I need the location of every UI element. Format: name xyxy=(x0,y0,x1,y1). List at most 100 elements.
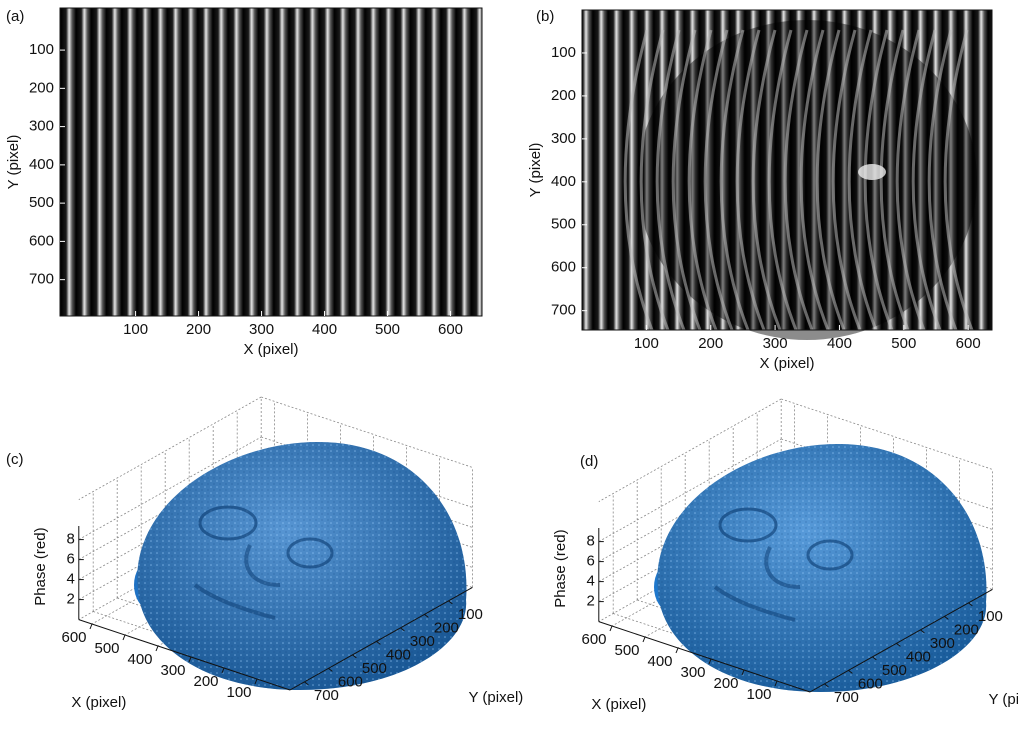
x-axis xyxy=(78,619,291,691)
x-tick-label: 200 xyxy=(193,673,218,690)
mouth xyxy=(193,583,276,620)
grid-line xyxy=(598,438,782,542)
x-tick-label: 400 xyxy=(127,651,152,668)
y-tick xyxy=(848,670,853,674)
z-tick-label: 2 xyxy=(66,591,74,608)
x-tick xyxy=(675,647,679,654)
z-tick-label: 8 xyxy=(66,531,74,548)
y-tick-label: 300 xyxy=(551,130,576,147)
x-tick-label: 300 xyxy=(160,662,185,679)
x-axis-label: X (pixel) xyxy=(71,694,126,711)
x-tick-label: 600 xyxy=(581,631,606,648)
eye-highlight xyxy=(858,164,886,180)
deformed-fringe xyxy=(927,29,958,331)
y-tick-label: 600 xyxy=(858,675,883,692)
y-tick xyxy=(424,614,429,618)
y-tick-label: 200 xyxy=(551,87,576,104)
x-tick xyxy=(642,636,646,643)
z-tick-label: 4 xyxy=(66,571,74,588)
y-tick-label: 700 xyxy=(834,689,859,706)
y-axis-label: Y (pixel) xyxy=(469,689,524,706)
axes-box xyxy=(59,7,483,317)
nose xyxy=(244,544,281,587)
x-tick-label: 200 xyxy=(713,675,738,692)
mouth xyxy=(713,585,796,622)
panel-label: (b) xyxy=(536,8,554,25)
y-tick-label: 400 xyxy=(906,648,931,665)
eye xyxy=(286,537,334,569)
y-tick xyxy=(896,643,901,647)
box-edge xyxy=(78,396,262,500)
x-tick-label: 400 xyxy=(647,653,672,670)
y-tick-label: 100 xyxy=(458,606,483,623)
x-tick xyxy=(122,634,126,641)
deformed-fringe xyxy=(623,29,654,331)
y-tick-label: 400 xyxy=(29,156,54,173)
fringe-image xyxy=(60,8,482,316)
y-tick-label: 500 xyxy=(882,662,907,679)
y-tick-label: 700 xyxy=(551,302,576,319)
eye xyxy=(198,505,258,541)
x-tick-label: 100 xyxy=(226,684,251,701)
y-tick-label: 300 xyxy=(930,635,955,652)
deformed-fringe xyxy=(863,29,894,331)
x-axis-label: X (pixel) xyxy=(591,696,646,713)
x-tick xyxy=(254,678,258,685)
y-tick-label: 100 xyxy=(29,41,54,58)
x-axis-label: X (pixel) xyxy=(243,341,298,358)
x-tick xyxy=(188,656,192,663)
x-tick-label: 500 xyxy=(614,642,639,659)
y-tick-label: 200 xyxy=(29,79,54,96)
eye xyxy=(718,507,778,543)
deformed-fringe xyxy=(751,29,782,331)
object-shadow xyxy=(637,20,977,340)
y-tick-label: 700 xyxy=(314,687,339,704)
deformed-fringe xyxy=(911,29,942,331)
x-tick-label: 300 xyxy=(249,321,274,338)
y-tick xyxy=(872,656,877,661)
x-tick-label: 400 xyxy=(827,335,852,352)
y-tick-label: 200 xyxy=(954,621,979,638)
y-tick xyxy=(328,668,333,672)
y-tick-label: 100 xyxy=(551,44,576,61)
deformed-fringe xyxy=(671,29,702,331)
y-axis-label: Y (pixel) xyxy=(989,691,1018,708)
x-tick-label: 600 xyxy=(61,629,86,646)
x-tick-label: 600 xyxy=(438,321,463,338)
panel-label: (d) xyxy=(580,453,598,470)
y-tick-label: 500 xyxy=(29,194,54,211)
x-tick-label: 500 xyxy=(94,640,119,657)
nose xyxy=(764,546,801,589)
box-edge xyxy=(261,396,473,468)
y-tick xyxy=(448,600,453,605)
x-axis xyxy=(598,621,811,693)
x-tick-label: 100 xyxy=(634,335,659,352)
y-tick xyxy=(304,681,309,686)
axes-box xyxy=(581,9,993,331)
x-tick-label: 500 xyxy=(375,321,400,338)
x-axis-label: X (pixel) xyxy=(759,355,814,372)
deformed-fringe xyxy=(879,29,910,331)
y-tick-label: 600 xyxy=(551,259,576,276)
y-axis xyxy=(289,586,473,691)
y-tick-label: 700 xyxy=(29,271,54,288)
panel-label: (a) xyxy=(6,8,24,25)
box-edge xyxy=(781,398,993,470)
z-tick-label: 6 xyxy=(66,551,74,568)
z-axis-label: Phase (red) xyxy=(552,529,569,607)
x-tick xyxy=(741,669,745,676)
x-tick-label: 200 xyxy=(698,335,723,352)
deformed-fringe xyxy=(767,29,798,331)
x-tick-label: 200 xyxy=(186,321,211,338)
deformed-fringe xyxy=(703,29,734,331)
deformed-fringe xyxy=(799,29,830,331)
x-tick-label: 300 xyxy=(680,664,705,681)
z-tick-label: 6 xyxy=(586,553,594,570)
x-tick-label: 300 xyxy=(763,335,788,352)
y-tick xyxy=(968,602,973,607)
z-axis-label: Phase (red) xyxy=(32,527,49,605)
grid-line xyxy=(78,436,262,540)
x-tick-label: 100 xyxy=(746,686,771,703)
y-tick-label: 500 xyxy=(362,660,387,677)
